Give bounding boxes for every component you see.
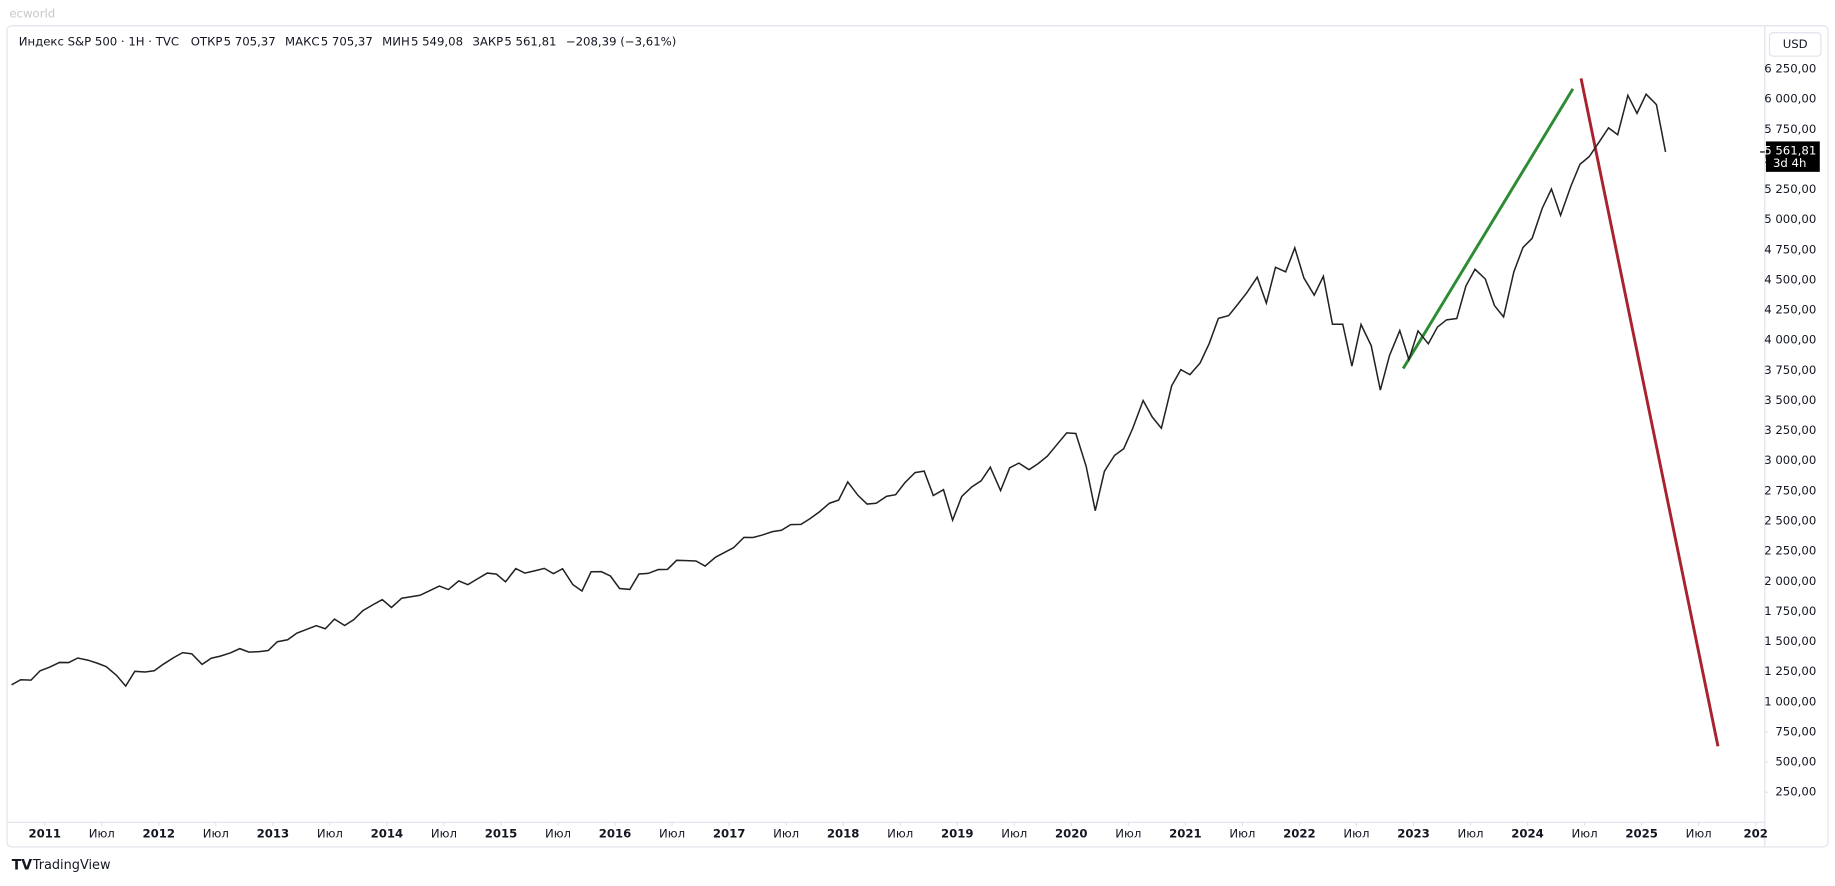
x-tick-label: 2020 xyxy=(1055,827,1088,841)
x-tick-label: Июл xyxy=(1001,827,1027,841)
x-tick-label: 2019 xyxy=(941,827,974,841)
brand: TradingView xyxy=(32,858,111,873)
x-tick-label: Июл xyxy=(431,827,457,841)
ohlc-label: МИН xyxy=(382,35,410,49)
y-tick-label: 3 250,00 xyxy=(1764,423,1816,437)
x-tick-label: Июл xyxy=(1229,827,1255,841)
x-tick-label: 2021 xyxy=(1169,827,1202,841)
y-tick-label: 3 750,00 xyxy=(1764,363,1816,377)
x-tick-label: Июл xyxy=(773,827,799,841)
trend-line-up[interactable] xyxy=(1401,88,1575,370)
price-line xyxy=(11,92,1667,688)
x-tick-label: 2023 xyxy=(1397,827,1430,841)
y-tick-label: 750,00 xyxy=(1775,724,1816,738)
y-tick-label: 5 750,00 xyxy=(1764,122,1816,136)
y-tick-label: 2 000,00 xyxy=(1764,574,1816,588)
y-tick-label: 4 250,00 xyxy=(1764,303,1816,317)
currency-button[interactable] xyxy=(1768,32,1822,57)
ohlc-label: ОТКР xyxy=(191,35,223,49)
x-tick-label: 2024 xyxy=(1511,827,1544,841)
y-tick-label: 1 750,00 xyxy=(1764,604,1816,618)
currency[interactable]: USD xyxy=(1783,37,1808,51)
x-tick-label: Июл xyxy=(1572,827,1598,841)
y-tick-label: 5 250,00 xyxy=(1764,182,1816,196)
y-tick-label: 4 750,00 xyxy=(1764,242,1816,256)
y-tick-label: 500,00 xyxy=(1775,755,1816,769)
ohlc-label: МАКС xyxy=(285,35,320,49)
y-tick-label: 1 250,00 xyxy=(1764,664,1816,678)
ohlc-value: 5 549,08 xyxy=(411,35,463,49)
y-tick-label: 2 500,00 xyxy=(1764,514,1816,528)
x-tick-label: Июл xyxy=(887,827,913,841)
x-tick-label: 2015 xyxy=(485,827,518,841)
last-price-label: 5 561,81 xyxy=(1764,143,1816,157)
countdown: 3d 4h xyxy=(1773,156,1806,170)
x-tick-label: 2011 xyxy=(28,827,61,841)
y-tick-label: 3 000,00 xyxy=(1764,453,1816,467)
x-tick-label: 2022 xyxy=(1283,827,1316,841)
x-tick-label: 2014 xyxy=(371,827,404,841)
x-tick-label: Июл xyxy=(89,827,115,841)
y-tick-label: 250,00 xyxy=(1775,785,1816,799)
y-tick-label: 2 250,00 xyxy=(1764,544,1816,558)
y-tick-label: 4 500,00 xyxy=(1764,272,1816,286)
last-price-badge xyxy=(1765,141,1820,172)
y-tick-label: 1 500,00 xyxy=(1764,634,1816,648)
chart-title: Индекс S&P 500 · 1H · TVC xyxy=(19,35,179,49)
x-tick-label: 2018 xyxy=(827,827,860,841)
change: −208,39 (−3,61%) xyxy=(566,35,676,49)
x-tick-label: Июл xyxy=(1343,827,1369,841)
x-tick-label: Июл xyxy=(203,827,229,841)
x-tick-label: Июл xyxy=(317,827,343,841)
trend-line-down[interactable] xyxy=(1579,78,1720,747)
y-tick-label: 2 750,00 xyxy=(1764,483,1816,497)
x-tick-label: Июл xyxy=(1686,827,1712,841)
x-tick-label: Июл xyxy=(545,827,571,841)
y-tick-label: 3 500,00 xyxy=(1764,393,1816,407)
watermark: ecworld xyxy=(9,7,55,21)
x-tick-label: Июл xyxy=(659,827,685,841)
ohlc-value: 5 705,37 xyxy=(224,35,276,49)
y-tick-label: 6 250,00 xyxy=(1764,62,1816,76)
ohlc-value: 5 705,37 xyxy=(321,35,373,49)
ohlc-header: ОТКР 5 705,37 МАКС 5 705,37 МИН 5 549,08 ЗАКР 5… xyxy=(191,35,677,49)
y-tick-label: 5 000,00 xyxy=(1764,212,1816,226)
x-tick-label: 2016 xyxy=(599,827,632,841)
x-tick-label: 2013 xyxy=(257,827,290,841)
ohlc-label: ЗАКР xyxy=(472,35,503,49)
logo: 𝗧𝗩 xyxy=(12,858,33,874)
y-tick-label: 1 000,00 xyxy=(1764,694,1816,708)
x-tick-label: 2025 xyxy=(1625,827,1658,841)
x-tick-label: 2012 xyxy=(143,827,176,841)
x-tick-label: 2017 xyxy=(713,827,746,841)
x-tick-label: Июл xyxy=(1457,827,1483,841)
x-tick-label: Июл xyxy=(1115,827,1141,841)
y-tick-label: 4 000,00 xyxy=(1764,333,1816,347)
ohlc-value: 5 561,81 xyxy=(504,35,556,49)
x-tick-label: 202 xyxy=(1743,827,1767,841)
y-tick-label: 6 000,00 xyxy=(1764,92,1816,106)
frame xyxy=(6,25,1829,848)
